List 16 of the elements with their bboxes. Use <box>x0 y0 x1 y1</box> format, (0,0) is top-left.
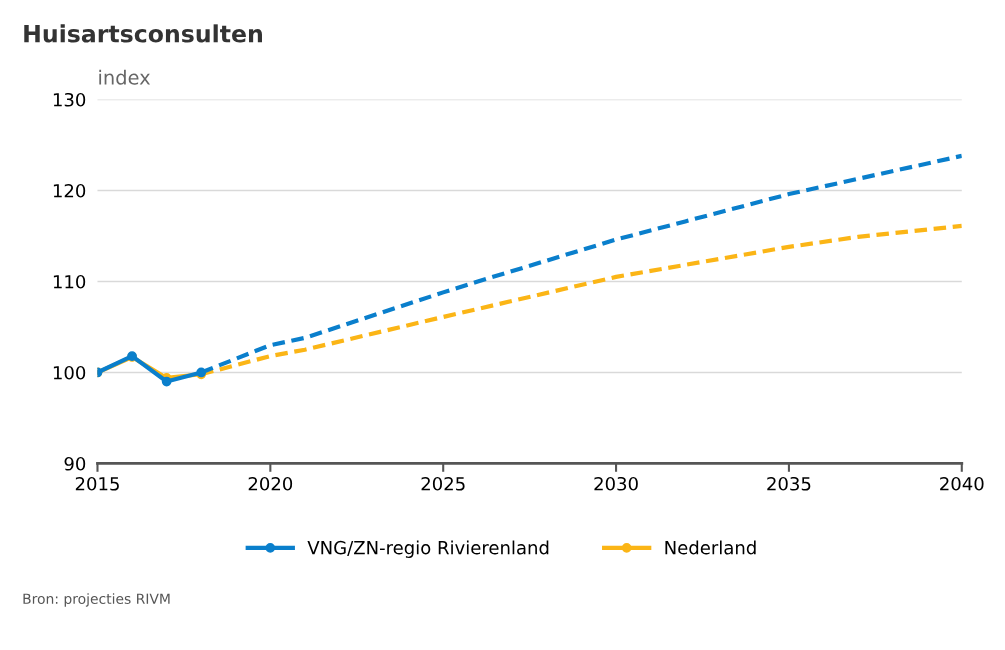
legend-label: VNG/ZN-regio Rivierenland <box>307 540 549 558</box>
y-axis-title: index <box>99 69 151 85</box>
y-tick-label: 110 <box>53 274 86 289</box>
y-tick-label: 100 <box>53 365 86 380</box>
y-tick-label: 90 <box>64 456 86 471</box>
text: Bron: projecties RIVM <box>23 593 170 607</box>
x-tick-label: 2040 <box>940 476 984 491</box>
x-tick-label: 2025 <box>421 476 465 491</box>
x-tick-label: 2020 <box>248 476 293 491</box>
legend-label: Nederland <box>665 540 756 555</box>
x-tick-label: 2030 <box>594 476 638 491</box>
y-tick-label: 130 <box>53 92 86 107</box>
y-tick-label: 120 <box>53 183 86 198</box>
x-tick-label: 2035 <box>767 476 811 491</box>
x-tick-label: 2015 <box>75 476 119 491</box>
chart-title: Huisartsconsulten <box>24 24 262 43</box>
